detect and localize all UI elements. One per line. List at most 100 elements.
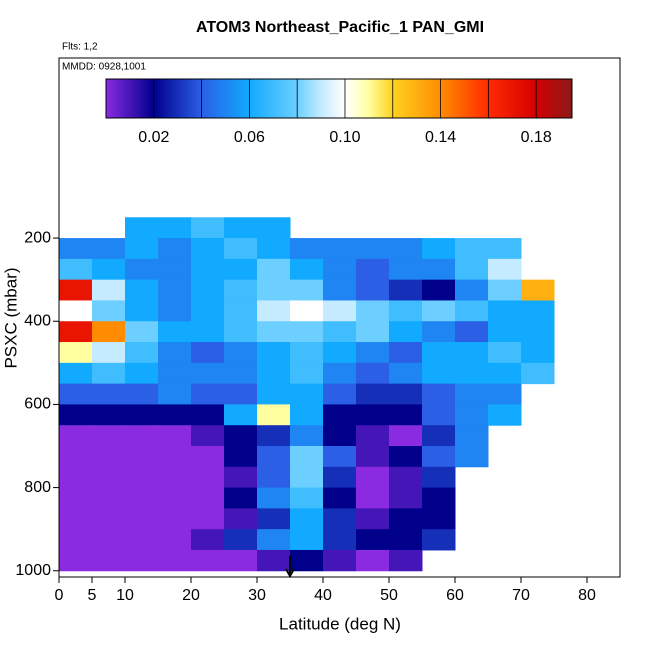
cell (92, 529, 126, 551)
y-axis-title: PSXC (mbar) (1, 267, 20, 368)
cell (389, 321, 423, 343)
cell (356, 258, 390, 281)
cell (125, 487, 159, 509)
cell (92, 466, 126, 489)
x-tick-label: 10 (116, 587, 134, 604)
x-tick-label: 60 (446, 587, 464, 604)
cell (125, 383, 159, 405)
cell (125, 466, 159, 489)
cell (92, 508, 126, 530)
cell (323, 300, 357, 322)
cell (356, 425, 390, 447)
cell (389, 487, 423, 509)
cell (290, 404, 324, 426)
cell (290, 425, 324, 447)
cell (389, 383, 423, 405)
cell (323, 362, 357, 385)
cell (290, 238, 324, 260)
cell (389, 529, 423, 551)
cell (521, 300, 555, 322)
cell (158, 508, 192, 530)
cell (59, 362, 93, 385)
cell (455, 362, 489, 385)
cell (290, 487, 324, 509)
x-tick-label: 80 (578, 587, 596, 604)
cell (422, 321, 456, 343)
cell (488, 321, 522, 343)
cell (191, 362, 225, 385)
cell (488, 342, 522, 364)
cell (290, 508, 324, 530)
cell (389, 300, 423, 322)
cell (191, 342, 225, 364)
cell (323, 404, 357, 426)
cell (389, 425, 423, 447)
cell (191, 321, 225, 343)
cell (158, 342, 192, 364)
cell (125, 238, 159, 260)
cell (92, 362, 126, 385)
cell (224, 446, 258, 468)
cell (488, 258, 522, 281)
cell (389, 404, 423, 426)
cell (224, 258, 258, 281)
cell (257, 383, 291, 405)
cell (323, 383, 357, 405)
colorbar-tick-label: 0.14 (425, 129, 456, 146)
cell (158, 549, 192, 572)
cell (191, 466, 225, 489)
cell (389, 549, 423, 572)
cell (125, 279, 159, 301)
cell (356, 362, 390, 385)
flights-note: Flts: 1,2 (62, 42, 98, 53)
cell (422, 279, 456, 301)
y-tick-label: 400 (24, 312, 51, 329)
cell (191, 300, 225, 322)
cell (59, 508, 93, 530)
cell (323, 466, 357, 489)
cell (389, 362, 423, 385)
cell (224, 425, 258, 447)
lat-arrow-head (285, 568, 295, 579)
cell (158, 321, 192, 343)
cell (290, 446, 324, 468)
x-tick-label: 0 (55, 587, 64, 604)
cell (290, 342, 324, 364)
cell (125, 362, 159, 385)
cell (59, 446, 93, 468)
cell (92, 549, 126, 572)
cell (290, 321, 324, 343)
y-tick-label: 800 (24, 479, 51, 496)
cell (257, 362, 291, 385)
cell (422, 425, 456, 447)
cell (59, 466, 93, 489)
cell (422, 362, 456, 385)
cell (257, 446, 291, 468)
cell (224, 549, 258, 572)
cell (158, 529, 192, 551)
cell (224, 321, 258, 343)
cell (224, 362, 258, 385)
cell (488, 383, 522, 405)
cell (125, 508, 159, 530)
cell (323, 549, 357, 572)
cell (455, 404, 489, 426)
x-axis-title: Latitude (deg N) (279, 614, 401, 633)
cell (158, 238, 192, 260)
cell (356, 466, 390, 489)
cell (191, 238, 225, 260)
cell (323, 238, 357, 260)
cell (455, 425, 489, 447)
chart-title: ATOM3 Northeast_Pacific_1 PAN_GMI (196, 19, 484, 36)
cell (224, 238, 258, 260)
cell (290, 258, 324, 281)
cell (59, 300, 93, 322)
y-tick-label: 200 (24, 229, 51, 246)
cell (323, 529, 357, 551)
cell (257, 217, 291, 239)
cell (125, 300, 159, 322)
cell (356, 549, 390, 572)
cell (323, 508, 357, 530)
cell (389, 279, 423, 301)
